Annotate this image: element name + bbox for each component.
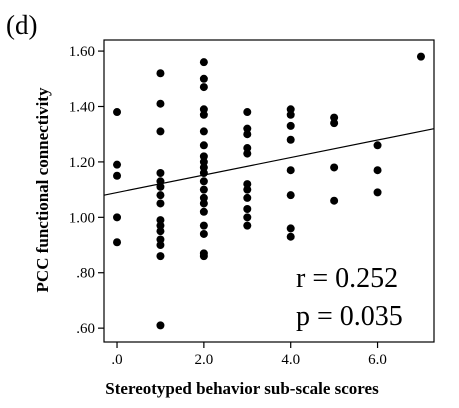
data-point [113, 238, 122, 247]
data-point [373, 166, 382, 175]
data-point [199, 163, 208, 172]
data-point [243, 144, 252, 153]
data-point [156, 321, 165, 330]
data-point [199, 168, 208, 177]
data-point [330, 113, 339, 122]
data-point [156, 182, 165, 191]
data-point [199, 193, 208, 202]
data-point [199, 83, 208, 92]
panel-label: (d) [6, 10, 37, 40]
data-point [243, 108, 252, 117]
data-point [243, 205, 252, 214]
data-point [373, 141, 382, 150]
data-point [156, 177, 165, 186]
data-point [156, 99, 165, 108]
data-point [286, 232, 295, 241]
data-point [156, 221, 165, 230]
data-point [113, 171, 122, 180]
x-tick-label: 6.0 [368, 352, 387, 368]
x-axis-title: Stereotyped behavior sub-scale scores [105, 379, 379, 398]
data-point [243, 221, 252, 230]
data-point [286, 135, 295, 144]
data-point [199, 141, 208, 150]
data-point [243, 124, 252, 133]
data-point [156, 235, 165, 244]
data-point [199, 177, 208, 186]
data-point [286, 105, 295, 114]
data-point [416, 52, 425, 61]
regression-line [103, 128, 435, 196]
x-tick-label: 4.0 [281, 352, 300, 368]
data-point [156, 191, 165, 200]
data-point [156, 127, 165, 136]
data-point [286, 110, 295, 119]
x-axis-ticks: .0 2.0 4.0 6.0 [111, 342, 387, 368]
data-point [156, 69, 165, 78]
y-axis-title: PCC functional connectivity [33, 87, 52, 292]
y-tick-label: 1.40 [69, 99, 95, 115]
x-tick-label: .0 [111, 352, 122, 368]
data-point [199, 127, 208, 136]
data-point [243, 180, 252, 189]
y-tick-label: .60 [76, 321, 95, 337]
y-tick-label: .80 [76, 266, 95, 282]
data-point [199, 105, 208, 114]
data-point [199, 199, 208, 208]
data-point [373, 188, 382, 197]
data-point [286, 191, 295, 200]
data-point [156, 252, 165, 261]
data-point [156, 227, 165, 236]
data-point [199, 185, 208, 194]
x-tick-label: 2.0 [194, 352, 213, 368]
data-point [243, 193, 252, 202]
y-tick-label: 1.20 [69, 155, 95, 171]
data-point [199, 221, 208, 230]
data-point [199, 207, 208, 216]
data-point [330, 163, 339, 172]
data-points [113, 52, 425, 330]
data-point [113, 108, 122, 117]
data-point [330, 196, 339, 205]
data-point [199, 58, 208, 67]
data-point [156, 168, 165, 177]
data-point [286, 166, 295, 175]
p-annotation: p = 0.035 [296, 301, 403, 332]
data-point [243, 130, 252, 139]
data-point [113, 160, 122, 169]
plot-frame [103, 39, 435, 343]
y-axis-ticks: .60 .80 1.00 1.20 1.40 1.60 [69, 44, 104, 337]
data-point [199, 252, 208, 261]
data-point [286, 121, 295, 130]
y-tick-label: 1.00 [69, 210, 95, 226]
data-point [156, 199, 165, 208]
data-point [199, 229, 208, 238]
data-point [330, 119, 339, 128]
data-point [199, 74, 208, 83]
y-tick-label: 1.60 [69, 44, 95, 60]
data-point [156, 216, 165, 225]
data-point [199, 157, 208, 166]
data-point [199, 152, 208, 161]
data-point [243, 149, 252, 158]
data-point [243, 185, 252, 194]
data-point [199, 110, 208, 119]
data-point [243, 213, 252, 222]
data-point [286, 224, 295, 233]
data-point [113, 213, 122, 222]
r-annotation: r = 0.252 [296, 263, 398, 294]
data-point [156, 241, 165, 250]
